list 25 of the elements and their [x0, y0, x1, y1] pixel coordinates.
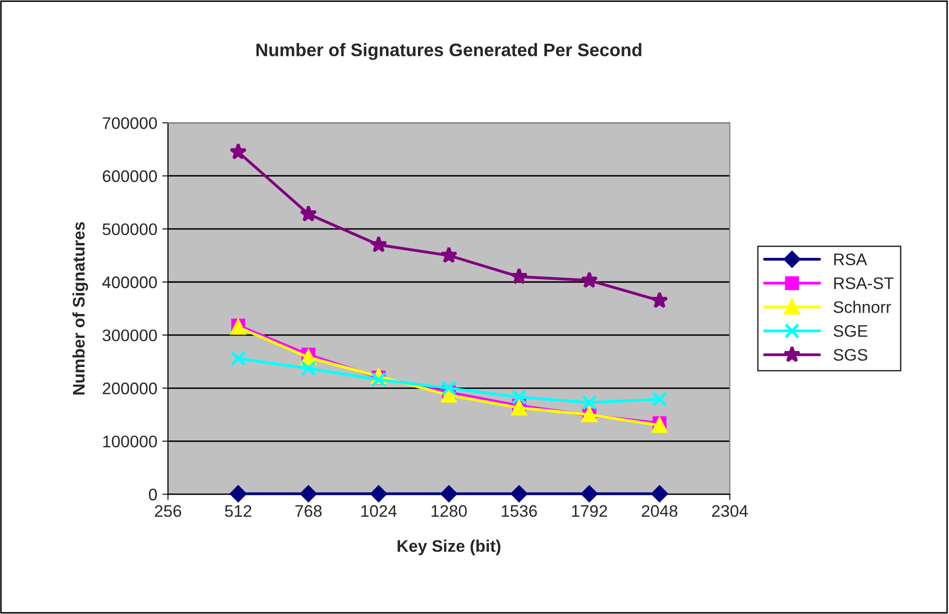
y-tick-label: 400000: [102, 276, 157, 288]
x-tick-label: 512: [224, 505, 252, 517]
y-tick-label: 100000: [103, 436, 157, 448]
y-tick-label: 0: [148, 488, 157, 500]
x-tick-label: 1792: [572, 505, 608, 517]
x-tick-label: 1024: [361, 505, 397, 517]
x-tick-label: 2304: [712, 505, 748, 517]
legend-label: RSA: [834, 253, 868, 266]
chart-title: Number of Signatures Generated Per Second: [256, 43, 642, 60]
x-tick-label: 256: [154, 505, 182, 517]
legend-label: Schnorr: [834, 300, 891, 314]
legend-label: SGS: [834, 348, 868, 361]
y-axis-title: Number of Signatures: [72, 222, 88, 394]
y-tick-label: 500000: [102, 223, 157, 236]
x-tick-label: 2048: [642, 505, 678, 517]
legend-label: RSA-ST: [834, 277, 894, 290]
x-tick-label: 768: [295, 505, 322, 517]
x-tick-label: 1536: [502, 505, 537, 517]
y-tick-label: 200000: [102, 382, 157, 394]
y-tick-label: 600000: [102, 170, 157, 182]
y-tick-label: 300000: [102, 329, 157, 342]
y-tick-label: 700000: [102, 117, 157, 130]
x-axis-title: Key Size (bit): [398, 540, 500, 556]
x-tick-label: 1280: [432, 505, 467, 517]
legend-label: SGE: [834, 325, 868, 337]
